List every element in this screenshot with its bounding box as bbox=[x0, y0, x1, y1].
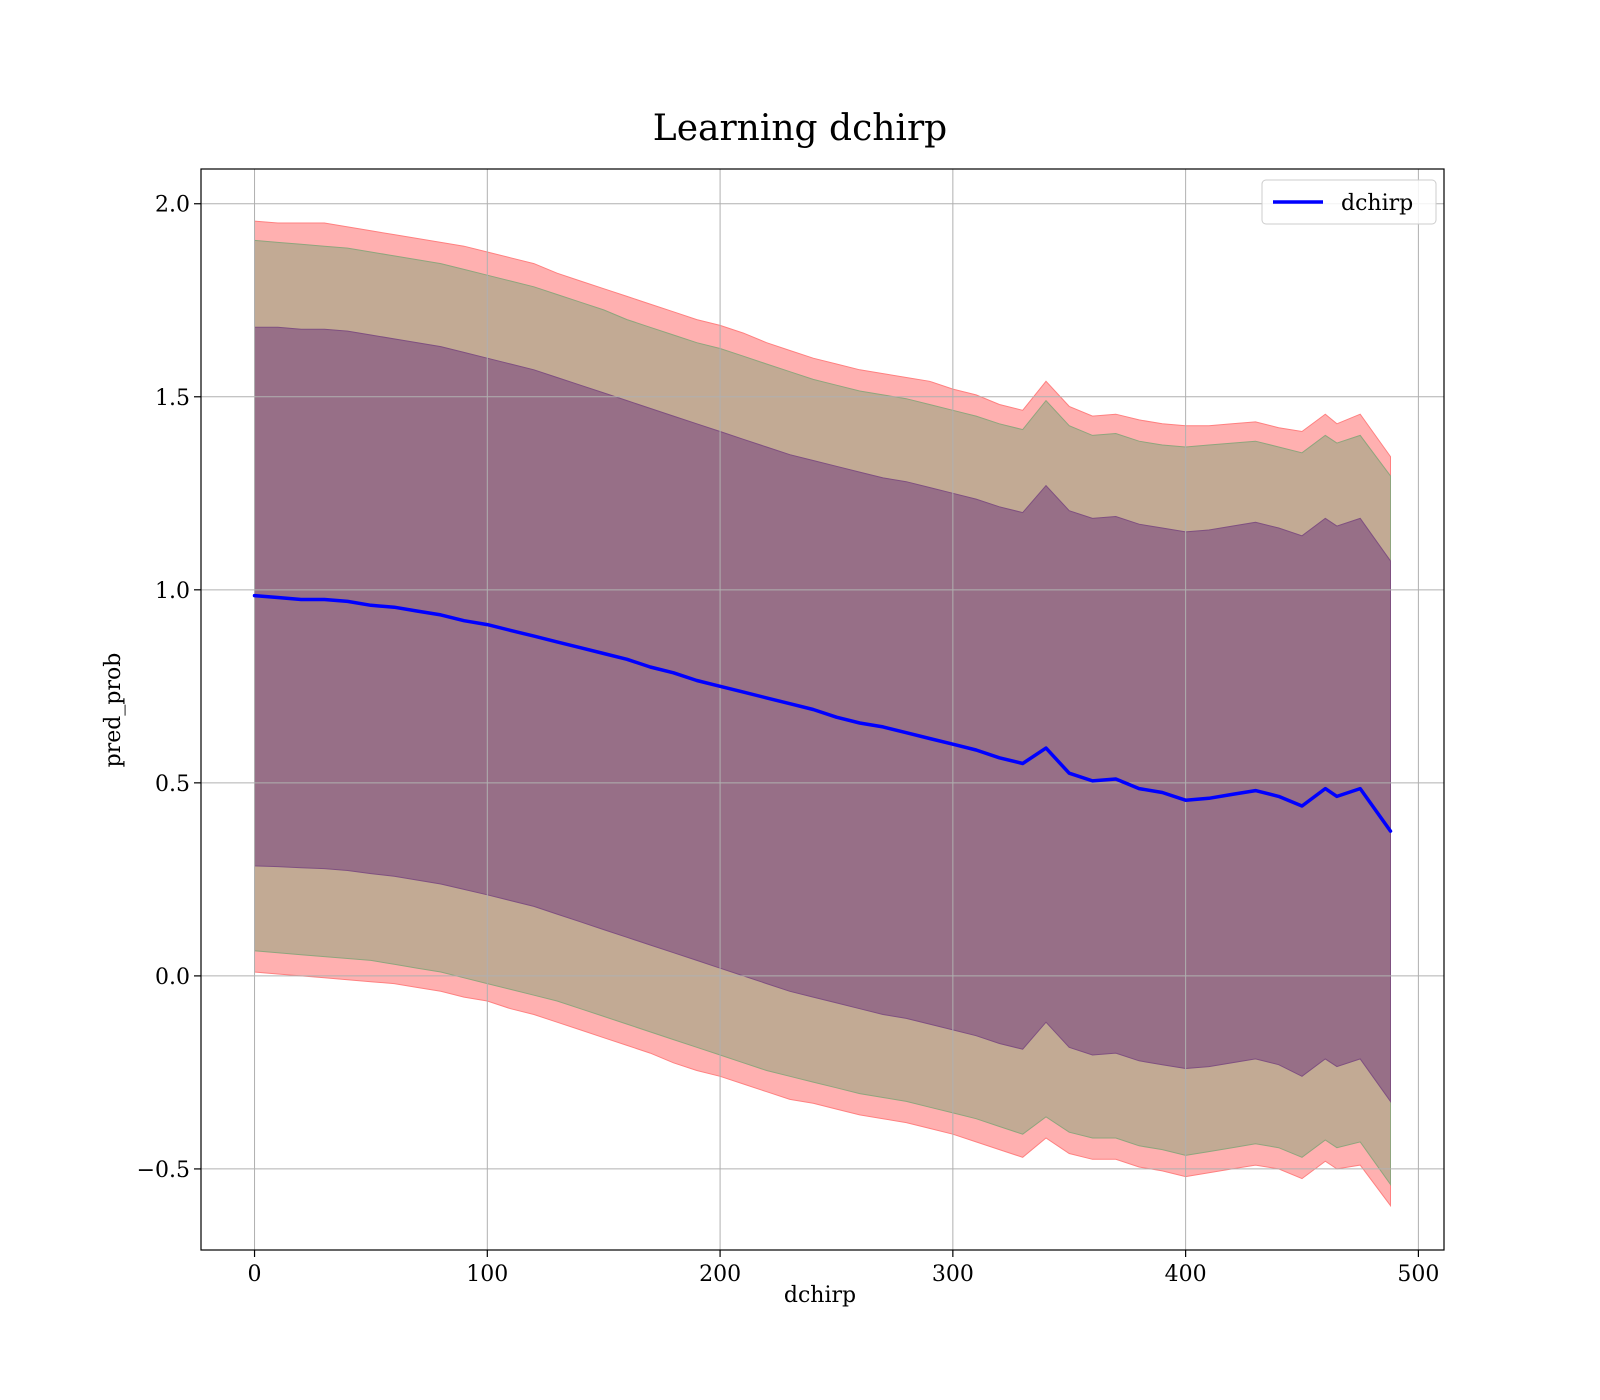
x-tick-label: 400 bbox=[1165, 1262, 1207, 1287]
x-tick-label: 300 bbox=[932, 1262, 974, 1287]
chart-title: Learning dchirp bbox=[653, 108, 947, 149]
y-tick-label: 1.5 bbox=[155, 386, 190, 411]
gridlines bbox=[201, 169, 1444, 1250]
x-axis-title: dchirp bbox=[784, 1283, 856, 1308]
y-tick-label: −0.5 bbox=[137, 1158, 190, 1183]
x-axis-ticks: 0 100 200 300 400 500 bbox=[248, 1250, 1439, 1287]
x-tick-label: 100 bbox=[466, 1262, 508, 1287]
y-axis-ticks: −0.5 0.0 0.5 1.0 1.5 2.0 bbox=[137, 193, 201, 1183]
y-tick-label: 2.0 bbox=[155, 193, 190, 218]
x-tick-label: 500 bbox=[1397, 1262, 1439, 1287]
series-line-dchirp bbox=[252, 593, 1393, 833]
y-tick-label: 0.0 bbox=[155, 965, 190, 990]
y-axis-title: pred_prob bbox=[101, 653, 126, 768]
legend-label: dchirp bbox=[1341, 191, 1413, 216]
series-lines bbox=[252, 593, 1393, 833]
plot-frame bbox=[200, 168, 1445, 1251]
y-tick-label: 0.5 bbox=[155, 772, 190, 797]
y-tick-label: 1.0 bbox=[155, 579, 190, 604]
x-tick-label: 200 bbox=[699, 1262, 741, 1287]
legend: dchirp bbox=[1261, 179, 1437, 225]
legend-box bbox=[1261, 179, 1437, 225]
x-tick-label: 0 bbox=[248, 1262, 262, 1287]
